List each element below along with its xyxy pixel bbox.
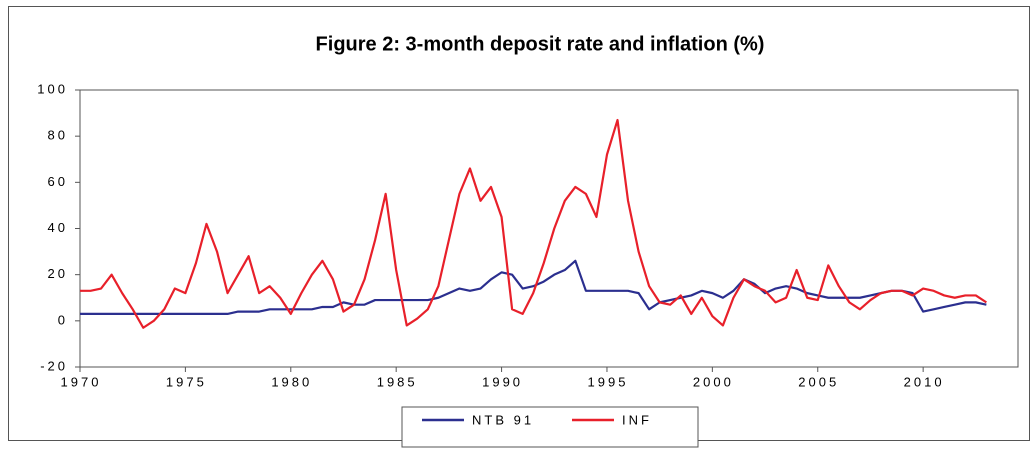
x-tick-label: 1995 (588, 374, 629, 389)
x-tick-label: 1990 (482, 374, 523, 389)
legend-label: NTB 91 (472, 412, 534, 427)
y-tick-label: 0 (58, 312, 68, 327)
plot-frame (79, 89, 1019, 368)
y-tick-label: 80 (48, 128, 68, 143)
series-line (80, 259, 987, 316)
y-tick-label: 40 (48, 220, 68, 235)
y-tick-label: 20 (48, 266, 68, 281)
legend-label: INF (622, 412, 652, 427)
chart-title: Figure 2: 3-month deposit rate and infla… (316, 33, 765, 55)
series-line (80, 118, 987, 329)
x-tick-label: 2000 (693, 374, 734, 389)
legend-box (401, 406, 699, 448)
x-tick-label: 2005 (798, 374, 839, 389)
y-tick-label: -20 (40, 358, 68, 373)
x-tick-label: 1985 (377, 374, 418, 389)
x-tick-label: 1970 (61, 374, 102, 389)
x-tick-label: 1980 (271, 374, 312, 389)
x-tick-label: 2010 (904, 374, 945, 389)
x-tick-label: 1975 (166, 374, 207, 389)
y-tick-label: 100 (37, 81, 68, 96)
y-tick-label: 60 (48, 174, 68, 189)
